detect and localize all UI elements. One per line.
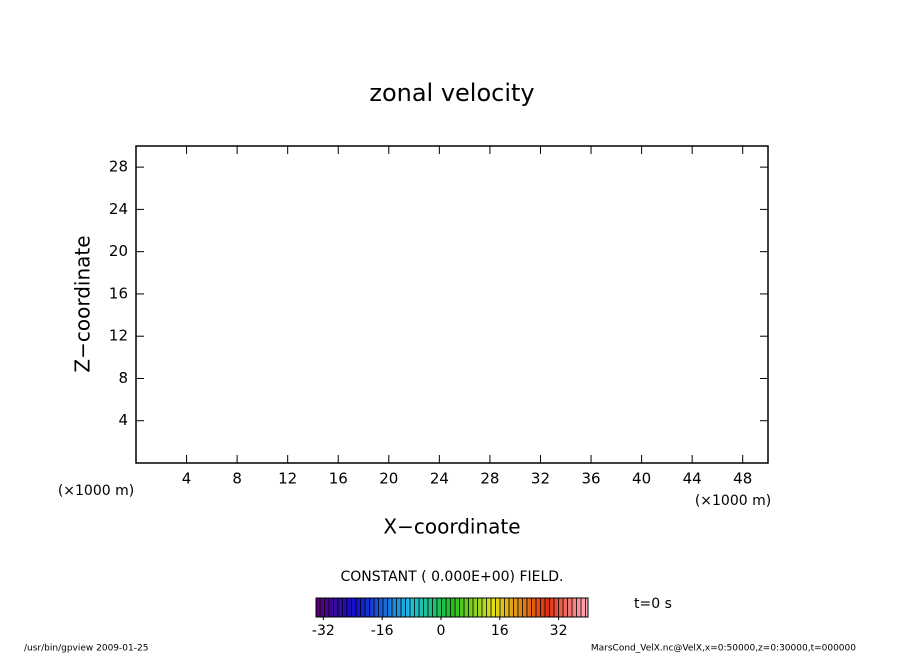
colorbar — [316, 598, 588, 617]
colorbar-tick-label: -16 — [371, 623, 394, 639]
y-tick-label: 24 — [109, 200, 128, 218]
plot-frame — [135, 145, 769, 464]
annotation: CONSTANT ( 0.000E+00) FIELD. — [340, 569, 563, 585]
y-tick-label: 20 — [109, 242, 128, 260]
x-tick-label: 48 — [733, 470, 752, 488]
x-tick-label: 44 — [683, 470, 702, 488]
colorbar-tick-label: -32 — [312, 623, 335, 639]
x-tick-label: 36 — [581, 470, 600, 488]
time-label: t=0 s — [634, 596, 672, 612]
y-tick-label: 8 — [118, 369, 128, 387]
colorbar-tick-label: 0 — [437, 623, 446, 639]
y-axis-label: Z−coordinate — [71, 235, 95, 372]
colorbar-tick-label: 16 — [491, 623, 509, 639]
colorbar-tick-label: 32 — [550, 623, 568, 639]
footer-right: MarsCond_VelX.nc@VelX,x=0:50000,z=0:3000… — [591, 644, 856, 654]
x-tick-label: 12 — [278, 470, 297, 488]
x-axis-label: X−coordinate — [383, 515, 520, 539]
x-tick-label: 40 — [632, 470, 651, 488]
x-tick-label: 16 — [329, 470, 348, 488]
y-tick-label: 16 — [109, 284, 128, 302]
x-tick-label: 28 — [480, 470, 499, 488]
y-tick-label: 4 — [118, 411, 128, 429]
x-tick-label: 4 — [182, 470, 192, 488]
footer-left: /usr/bin/gpview 2009-01-25 — [24, 644, 148, 654]
colorbar-frame — [315, 597, 589, 618]
x-tick-label: 20 — [379, 470, 398, 488]
x-tick-label: 24 — [430, 470, 449, 488]
chart-title: zonal velocity — [369, 79, 534, 107]
y-tick-label: 28 — [109, 158, 128, 176]
y-tick-label: 12 — [109, 327, 128, 345]
y-unit: (×1000 m) — [58, 483, 134, 499]
x-tick-label: 8 — [232, 470, 242, 488]
x-tick-label: 32 — [531, 470, 550, 488]
x-unit: (×1000 m) — [695, 493, 771, 509]
